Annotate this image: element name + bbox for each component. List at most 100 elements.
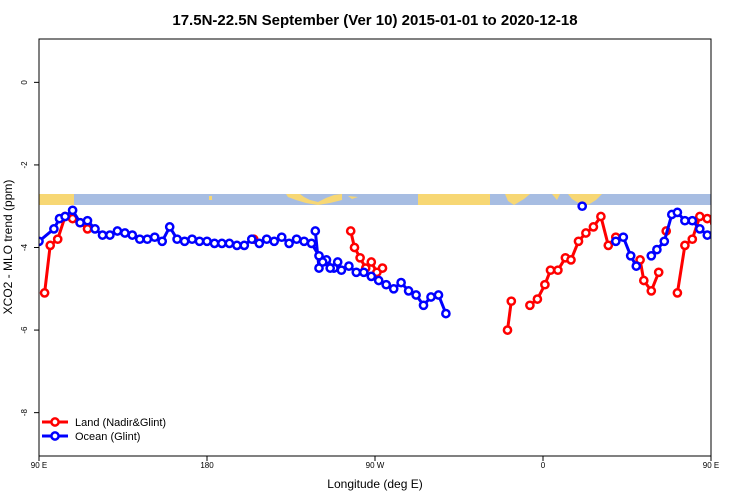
ocean-data-point (254, 238, 265, 249)
ocean-data-point (194, 236, 205, 247)
ocean-data-point (694, 224, 705, 234)
ocean-data-point (433, 290, 444, 300)
land-data-point (82, 224, 93, 234)
ocean-data-point (646, 250, 657, 261)
legend-land-marker (50, 417, 60, 427)
ocean-data-point (577, 201, 588, 212)
land-data-point (525, 300, 535, 311)
y-tick-label: 0 (20, 80, 29, 85)
ocean-data-point (652, 244, 662, 255)
land-data-point (553, 265, 563, 276)
ocean-data-point (366, 271, 377, 282)
land-data-point (709, 219, 711, 226)
land-data-point (377, 263, 388, 273)
legend-land-label: Land (Nadir&Glint) (75, 417, 166, 429)
land-data-point (687, 234, 698, 245)
ocean-data-point (403, 286, 414, 296)
land-data-point (366, 257, 377, 267)
y-axis-label: XCO2 - MLO trend (ppm) (1, 180, 15, 315)
ocean-data-point (726, 229, 733, 236)
land-data-point (596, 211, 606, 222)
ocean-data-point (105, 230, 115, 240)
ocean-data-point (246, 234, 257, 245)
ocean-data-point (441, 308, 451, 319)
land-data-point (506, 296, 517, 307)
ocean-data-point (336, 265, 347, 276)
ocean-data-point (112, 226, 123, 236)
land-series-line (506, 301, 513, 331)
ocean-data-point (625, 250, 636, 261)
ocean-data-point (157, 236, 168, 247)
ocean-data-point (672, 207, 683, 218)
land-data-point (581, 228, 591, 238)
ocean-data-point (187, 234, 197, 245)
ocean-data-point (172, 234, 182, 245)
ocean-data-point (358, 267, 369, 278)
ocean-data-point (687, 215, 698, 226)
ocean-data-point (149, 232, 160, 243)
legend: Land (Nadir&Glint) Ocean (Glint) (42, 417, 166, 443)
land-data-point (573, 236, 584, 247)
land-data-point (588, 222, 599, 232)
ocean-data-point (232, 240, 242, 251)
ocean-data-point (332, 257, 343, 267)
ocean-data-point (239, 240, 250, 251)
ocean-data-point (396, 277, 406, 288)
land-data-point (653, 267, 664, 278)
ocean-data-point (680, 215, 690, 226)
ocean-data-point (217, 238, 227, 249)
ocean-data-point (631, 261, 642, 271)
ocean-data-point (734, 232, 741, 239)
ocean-data-point (381, 279, 392, 290)
land-data-point (39, 288, 50, 298)
x-axis: 90 E 180 90 W 0 90 E (31, 456, 719, 470)
ocean-data-point (127, 230, 138, 240)
map-land-arabia (505, 194, 530, 205)
y-tick-label: -4 (20, 243, 29, 251)
legend-ocean-label: Ocean (Glint) (75, 431, 140, 443)
ocean-data-point (388, 283, 399, 294)
chart-title: 17.5N-22.5N September (Ver 10) 2015-01-0… (172, 12, 577, 29)
ocean-data-point (373, 275, 384, 286)
x-tick-label: 0 (541, 461, 546, 470)
ocean-data-point (90, 224, 100, 234)
ocean-data-point (179, 236, 190, 247)
ocean-data-point (291, 234, 302, 245)
land-data-point (694, 211, 705, 222)
land-data-point (702, 213, 711, 224)
ocean-series-line (39, 208, 448, 315)
land-data-point (672, 288, 683, 298)
x-tick-label: 90 W (366, 461, 385, 470)
y-tick-label: -2 (20, 161, 29, 169)
ocean-data-point (202, 236, 212, 247)
map-land-india (552, 194, 560, 200)
x-tick-label: 180 (200, 461, 214, 470)
ocean-data-point (120, 228, 130, 238)
ocean-data-point (610, 236, 621, 247)
ocean-data-point (276, 232, 287, 243)
ocean-data-point (741, 236, 748, 243)
ocean-data-point (209, 238, 220, 249)
ocean-series (39, 201, 748, 319)
y-tick-label: -8 (20, 409, 29, 417)
ocean-data-point (261, 234, 272, 245)
map-land-pacific-island (209, 196, 212, 200)
land-data-point (603, 240, 614, 251)
ocean-data-point (702, 230, 711, 240)
map-land-asia (39, 194, 74, 205)
land-data-point (52, 234, 63, 245)
y-tick-label: -6 (20, 326, 29, 334)
ocean-data-point (75, 217, 85, 228)
ocean-data-point (164, 222, 175, 232)
land-ocean-map-strip (39, 194, 711, 205)
x-tick-label: 90 E (31, 461, 47, 470)
ocean-data-point (142, 234, 153, 245)
land-data-point (545, 265, 556, 276)
ocean-data-point (134, 234, 145, 245)
series-layer (39, 201, 748, 335)
map-ocean-band (39, 194, 711, 205)
ocean-data-point (709, 231, 711, 239)
map-land-mexico (286, 194, 342, 205)
land-data-point (540, 279, 550, 290)
